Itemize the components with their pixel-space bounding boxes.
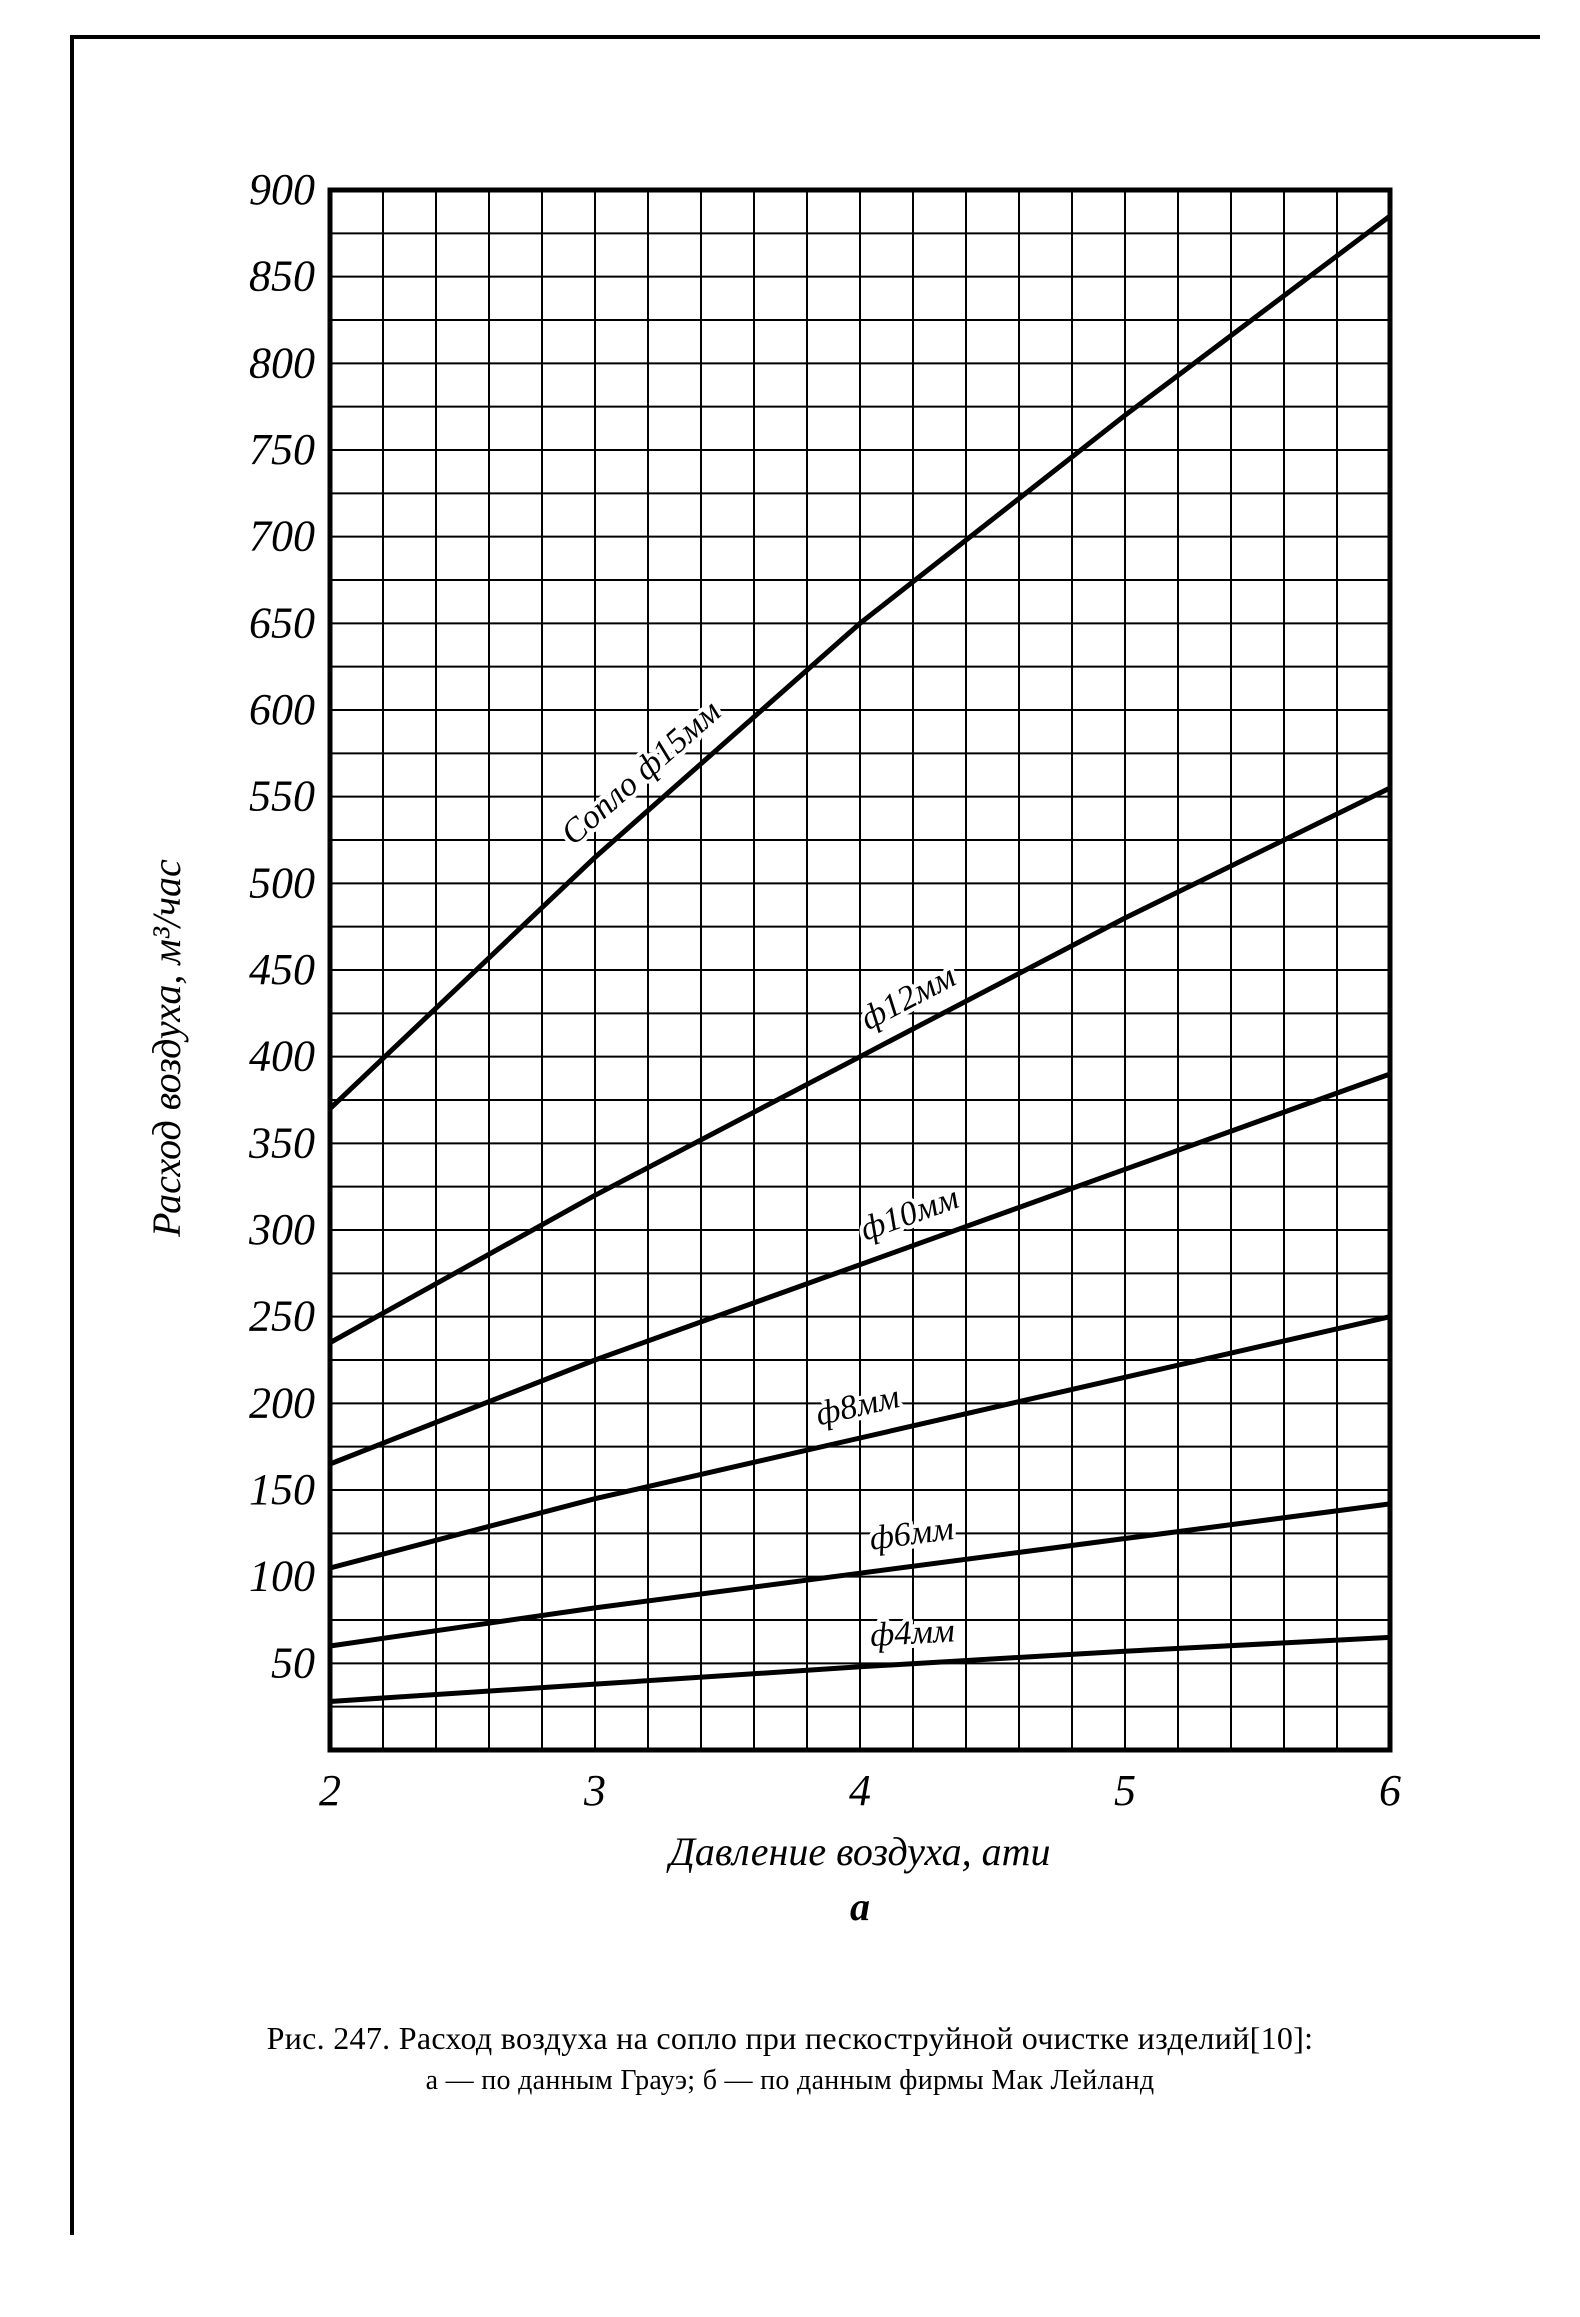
- svg-text:100: 100: [249, 1552, 315, 1601]
- subplot-label: а: [850, 1884, 870, 1929]
- svg-text:450: 450: [249, 945, 315, 994]
- caption-line-2: а — по данным Грауэ; б — по данным фирмы…: [140, 2065, 1440, 2097]
- svg-text:800: 800: [249, 338, 315, 387]
- svg-text:500: 500: [249, 858, 315, 907]
- svg-text:150: 150: [249, 1465, 315, 1514]
- svg-text:850: 850: [249, 252, 315, 301]
- svg-text:6: 6: [1379, 1766, 1401, 1815]
- svg-text:50: 50: [271, 1638, 315, 1687]
- svg-text:300: 300: [248, 1205, 315, 1254]
- page: 2345650100150200250300350400450500550600…: [0, 0, 1580, 2317]
- svg-text:5: 5: [1114, 1766, 1136, 1815]
- y-axis-label: Расход воздуха, м³/час: [144, 859, 189, 1238]
- chart-svg: 2345650100150200250300350400450500550600…: [140, 150, 1440, 1950]
- minor-grid: [330, 190, 1390, 1750]
- svg-text:750: 750: [249, 425, 315, 474]
- svg-text:250: 250: [249, 1292, 315, 1341]
- caption-line-1: Рис. 247. Расход воздуха на сопло при пе…: [140, 2020, 1440, 2057]
- y-tick-labels: 50 100 150 200 250 300 350 400 450 500 550 600 650 70…: [248, 165, 315, 1687]
- svg-text:200: 200: [249, 1378, 315, 1427]
- svg-text:550: 550: [249, 772, 315, 821]
- figure-caption: Рис. 247. Расход воздуха на сопло при пе…: [140, 2020, 1440, 2097]
- svg-text:3: 3: [583, 1766, 606, 1815]
- svg-text:900: 900: [249, 165, 315, 214]
- svg-text:2: 2: [319, 1766, 341, 1815]
- x-tick-labels: 2 3 4 5 6: [319, 1766, 1401, 1815]
- svg-text:650: 650: [249, 598, 315, 647]
- svg-text:600: 600: [249, 685, 315, 734]
- svg-text:4: 4: [849, 1766, 871, 1815]
- x-axis-label: Давление воздуха, ати: [665, 1829, 1050, 1874]
- svg-text:350: 350: [248, 1118, 315, 1167]
- svg-text:700: 700: [249, 512, 315, 561]
- chart-container: 2345650100150200250300350400450500550600…: [140, 150, 1440, 1950]
- series-label: ф4мм: [869, 1612, 956, 1654]
- svg-text:400: 400: [249, 1032, 315, 1081]
